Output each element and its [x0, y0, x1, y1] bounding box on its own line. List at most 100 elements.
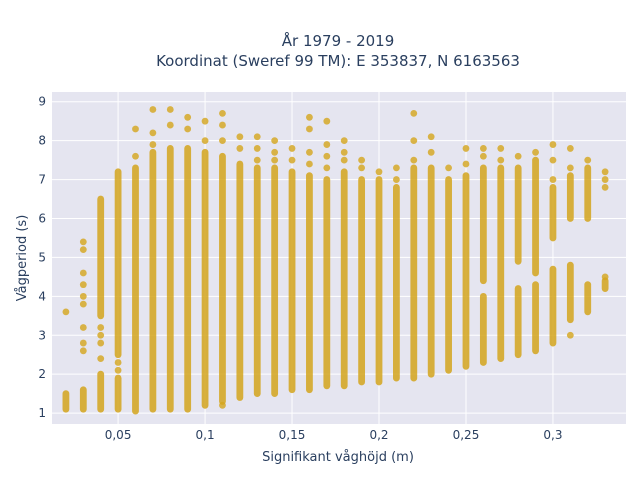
point-column [340, 168, 348, 390]
data-point [253, 133, 261, 141]
y-tick-label: 8 [38, 134, 46, 148]
data-point [253, 145, 261, 152]
data-point [323, 164, 331, 172]
data-point [410, 137, 418, 145]
data-point [532, 148, 539, 156]
point-column [219, 152, 226, 405]
point-column [306, 172, 313, 394]
point-column [184, 145, 192, 413]
data-point [219, 401, 226, 409]
data-point [584, 156, 592, 164]
data-point [358, 156, 366, 164]
y-tick-label: 6 [38, 211, 46, 225]
data-point [97, 339, 105, 347]
data-point [271, 148, 279, 156]
point-column [601, 277, 609, 292]
data-point [236, 145, 244, 152]
plot-area [52, 92, 626, 424]
data-point [514, 152, 522, 160]
data-point [601, 176, 609, 183]
point-column [97, 370, 105, 413]
data-point [288, 145, 296, 152]
data-point [566, 164, 574, 172]
x-axis-label: Signifikant våghöjd (m) [262, 450, 414, 465]
data-point [271, 137, 279, 145]
y-tick-label: 2 [38, 367, 46, 381]
data-point [549, 156, 557, 164]
data-point [358, 164, 366, 172]
point-column [62, 390, 70, 413]
point-column [132, 164, 139, 415]
data-point [97, 355, 105, 363]
x-axis-ticks: 0,05 0,1 0,15 0,2 0,25 0,3 [105, 428, 563, 442]
data-point [114, 366, 122, 374]
data-point [184, 113, 192, 121]
x-tick-label: 0,1 [196, 428, 215, 442]
data-point [79, 300, 87, 308]
point-column [584, 164, 592, 222]
point-column [549, 265, 557, 347]
point-column [149, 148, 157, 413]
x-tick-label: 0,15 [279, 428, 306, 442]
point-column [323, 176, 331, 390]
y-tick-label: 5 [38, 250, 46, 264]
y-axis-label: Vågperiod (s) [15, 215, 30, 302]
data-point [393, 164, 400, 172]
data-point [132, 125, 139, 133]
data-point [201, 117, 209, 125]
data-point [497, 145, 505, 152]
point-column [514, 285, 522, 359]
data-point [79, 246, 87, 254]
point-column [393, 183, 400, 382]
point-column [410, 164, 418, 382]
data-point [253, 156, 261, 164]
point-column [462, 172, 470, 370]
point-column [445, 176, 452, 374]
data-point [97, 324, 105, 331]
data-point [201, 137, 209, 145]
data-point [323, 141, 331, 148]
data-point [323, 117, 331, 125]
y-tick-label: 1 [38, 406, 46, 420]
data-point [166, 121, 174, 129]
data-point [549, 176, 557, 183]
point-column [427, 164, 435, 378]
data-point [323, 152, 331, 160]
data-point [79, 324, 87, 331]
data-point [601, 183, 609, 191]
data-point [306, 160, 313, 168]
data-point [219, 137, 226, 145]
data-point [340, 156, 348, 164]
data-point [306, 125, 313, 133]
data-point [79, 238, 87, 246]
data-point [479, 152, 487, 160]
data-point [601, 168, 609, 176]
point-column [79, 386, 87, 413]
point-column [114, 374, 122, 413]
y-axis-ticks: 1 2 3 4 5 6 7 8 9 [38, 95, 46, 420]
point-column [479, 292, 487, 366]
point-column [288, 168, 296, 394]
data-point [149, 106, 157, 113]
data-point [462, 160, 470, 168]
point-column [201, 148, 209, 409]
data-point [445, 164, 452, 172]
data-point [306, 113, 313, 121]
data-point [184, 125, 192, 133]
point-column [514, 164, 522, 265]
point-column [549, 183, 557, 242]
chart-title-line2: Koordinat (Sweref 99 TM): E 353837, N 61… [156, 52, 520, 70]
data-point [132, 152, 139, 160]
data-point [79, 281, 87, 289]
data-point [427, 148, 435, 156]
data-point [236, 133, 244, 141]
data-point [427, 133, 435, 141]
data-point [62, 308, 70, 316]
x-tick-label: 0,25 [453, 428, 480, 442]
point-column [497, 164, 505, 363]
data-point [497, 156, 505, 164]
data-point [393, 176, 400, 183]
data-point [410, 110, 418, 117]
data-point [306, 148, 313, 156]
